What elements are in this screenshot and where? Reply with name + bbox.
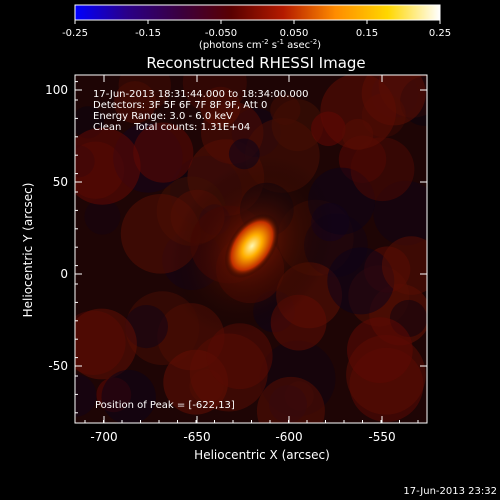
info-block: 17-Jun-2013 18:31:44.000 to 18:34:00.000…: [93, 89, 309, 133]
y-tick-label: 100: [45, 83, 68, 97]
noise-patch: [118, 75, 171, 112]
y-axis-ticks: 100 50 0 -50: [45, 81, 427, 414]
flare-source: [224, 213, 280, 279]
colorbar-tick-label: -0.050: [205, 28, 237, 39]
x-tick-label: -600: [275, 430, 302, 444]
noise-patch: [75, 373, 97, 417]
colorbar: [74, 4, 441, 21]
colorbar-tick-label: -0.25: [62, 28, 88, 39]
colorbar-tick-label: 0.050: [280, 28, 309, 39]
colorbar-tick-group: -0.25 -0.15 -0.050 0.050 0.15 0.25: [62, 20, 451, 39]
noise-patch: [206, 323, 273, 390]
info-line-counts: Clean Total counts: 1.31E+04: [93, 122, 250, 133]
plot-title: Reconstructed RHESSI Image: [146, 54, 365, 72]
y-tick-label: 0: [60, 267, 68, 281]
peak-position-label: Position of Peak = [-622,13]: [95, 400, 235, 411]
x-tick-label: -650: [183, 430, 210, 444]
info-line-energy: Energy Range: 3.0 - 6.0 keV: [93, 111, 233, 122]
colorbar-unit-label: (photons cm-2 s-1 asec-2): [199, 38, 321, 51]
y-tick-label: -50: [48, 359, 68, 373]
colorbar-tick-label: 0.15: [356, 28, 378, 39]
x-axis-label: Heliocentric X (arcsec): [194, 448, 330, 462]
x-axis-ticks: -700 -650 -600 -550: [84, 75, 419, 444]
noise-patch: [381, 236, 427, 295]
noise-patch: [182, 75, 247, 115]
noise-patch: [311, 111, 346, 147]
noise-patch: [350, 137, 415, 202]
noise-patch: [133, 122, 194, 183]
x-tick-label: -550: [368, 430, 395, 444]
noise-patch: [75, 308, 137, 380]
noise-patch: [341, 118, 374, 151]
noise-patch: [84, 198, 121, 235]
info-line-time: 17-Jun-2013 18:31:44.000 to 18:34:00.000: [93, 89, 309, 100]
x-tick-label: -700: [90, 430, 117, 444]
noise-patch: [270, 94, 301, 126]
y-tick-label: 50: [53, 175, 68, 189]
noise-patch: [75, 127, 141, 205]
colorbar-tick-label: 0.25: [429, 28, 451, 39]
hxr-image: [75, 75, 427, 423]
noise-patch: [101, 369, 156, 423]
noise-patch: [256, 376, 325, 423]
colorbar-tick-label: -0.15: [135, 28, 161, 39]
noise-patch: [347, 317, 413, 383]
y-axis-label: Heliocentric Y (arcsec): [21, 183, 35, 318]
noise-patch: [327, 247, 395, 315]
info-line-detectors: Detectors: 3F 5F 6F 7F 8F 9F, Att 0: [93, 100, 267, 111]
footer-timestamp: 17-Jun-2013 23:32: [403, 486, 497, 497]
